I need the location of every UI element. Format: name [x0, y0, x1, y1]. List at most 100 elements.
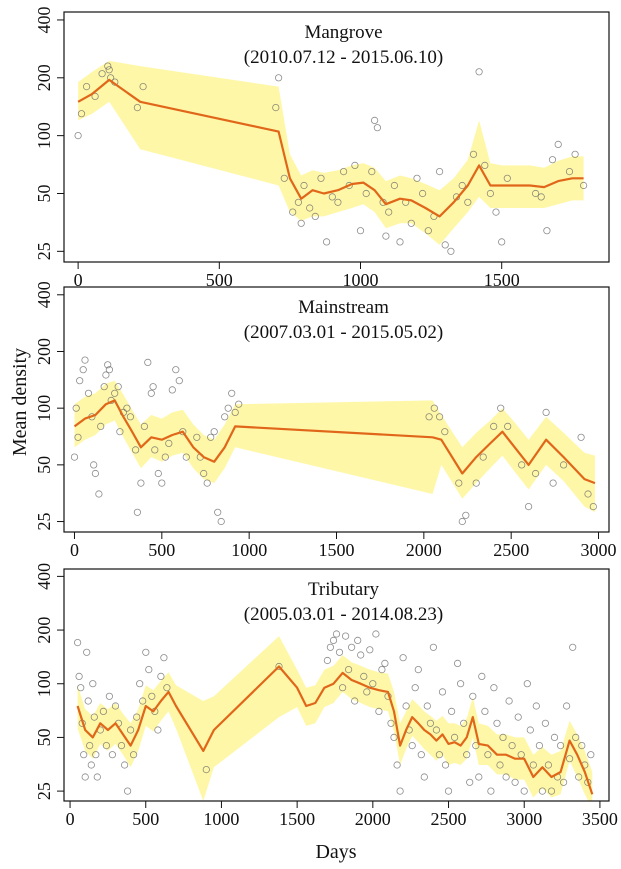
data-point	[351, 161, 359, 169]
data-point	[151, 446, 159, 454]
data-point	[575, 773, 583, 781]
data-point	[108, 751, 117, 759]
data-point	[413, 174, 421, 182]
confidence-band	[77, 636, 593, 801]
data-point	[435, 751, 443, 759]
data-point	[543, 227, 551, 235]
data-point	[207, 433, 215, 441]
x-tick-label: 0	[66, 809, 75, 829]
data-point	[396, 238, 404, 246]
y-tick-label: 100	[34, 395, 54, 422]
data-point	[139, 697, 147, 705]
panel-subtitle: (2007.03.01 - 2015.05.02)	[244, 322, 443, 343]
data-point	[425, 413, 433, 421]
data-point	[387, 719, 395, 727]
data-point	[210, 428, 218, 436]
data-point	[81, 773, 89, 781]
data-point	[456, 680, 465, 688]
data-point	[98, 70, 106, 78]
data-point	[87, 761, 95, 769]
x-tick-label: 500	[132, 809, 159, 829]
y-tick-label: 50	[34, 456, 54, 474]
data-point	[90, 461, 98, 469]
data-point	[490, 422, 498, 430]
data-point	[559, 461, 568, 469]
plot-frame	[63, 11, 610, 263]
data-point	[133, 508, 141, 516]
data-point	[464, 198, 472, 206]
data-point	[124, 787, 132, 795]
data-point	[535, 741, 544, 750]
data-point	[466, 778, 474, 786]
data-point	[300, 181, 308, 190]
data-point	[329, 636, 338, 645]
data-point	[328, 193, 336, 201]
data-point	[579, 181, 588, 190]
data-point	[441, 761, 450, 769]
data-point	[577, 433, 585, 441]
data-point	[133, 713, 141, 721]
x-tick-label: 2500	[493, 540, 529, 560]
data-point	[274, 74, 283, 82]
data-point	[487, 787, 495, 795]
data-point	[529, 761, 537, 769]
data-point	[469, 692, 477, 700]
x-tick-label: 1000	[231, 540, 267, 560]
data-point	[76, 377, 84, 385]
data-point	[102, 741, 111, 750]
data-point	[554, 140, 562, 148]
data-point	[354, 636, 362, 645]
data-point	[414, 665, 422, 674]
data-point	[562, 702, 571, 710]
data-point	[77, 110, 86, 118]
x-axis-label: Days	[315, 841, 356, 863]
y-tick-label: 200	[34, 338, 54, 365]
data-point	[326, 643, 334, 651]
data-point	[511, 778, 519, 786]
data-point	[203, 479, 211, 487]
data-point	[503, 174, 511, 182]
y-tick-label: 400	[34, 281, 54, 308]
data-point	[484, 751, 492, 759]
x-tick-label: 1000	[343, 270, 379, 290]
data-point	[91, 469, 100, 478]
data-point	[548, 156, 557, 164]
data-point	[382, 232, 390, 240]
y-tick-label: 50	[34, 728, 54, 746]
data-point	[121, 761, 129, 769]
panel-title: Mangrove	[304, 22, 382, 43]
data-point	[147, 389, 155, 397]
data-point	[104, 361, 112, 369]
data-point	[565, 755, 574, 763]
data-point	[175, 377, 183, 385]
data-point	[460, 719, 468, 727]
x-tick-label: 500	[206, 270, 233, 290]
data-point	[458, 181, 466, 190]
data-point	[584, 490, 592, 498]
data-point	[83, 83, 91, 91]
data-point	[275, 662, 283, 671]
data-point	[362, 189, 370, 198]
confidence-band	[78, 60, 584, 245]
data-point	[334, 198, 342, 206]
data-point	[93, 773, 101, 781]
data-point	[80, 751, 88, 759]
y-tick-label: 25	[34, 513, 54, 531]
data-point	[95, 490, 103, 498]
data-point	[458, 517, 466, 526]
data-point	[472, 479, 480, 487]
data-point	[99, 707, 108, 716]
x-tick-label: 0	[74, 270, 83, 290]
data-point	[381, 659, 389, 668]
data-point	[117, 741, 126, 750]
data-point	[102, 371, 110, 379]
y-tick-label: 25	[34, 242, 54, 260]
data-point	[182, 453, 190, 461]
plot-area	[70, 356, 597, 526]
data-point	[116, 428, 124, 436]
data-point	[111, 389, 119, 397]
data-point	[447, 707, 456, 716]
data-point	[441, 241, 449, 249]
y-tick-label: 400	[34, 563, 54, 590]
data-point	[450, 733, 459, 742]
